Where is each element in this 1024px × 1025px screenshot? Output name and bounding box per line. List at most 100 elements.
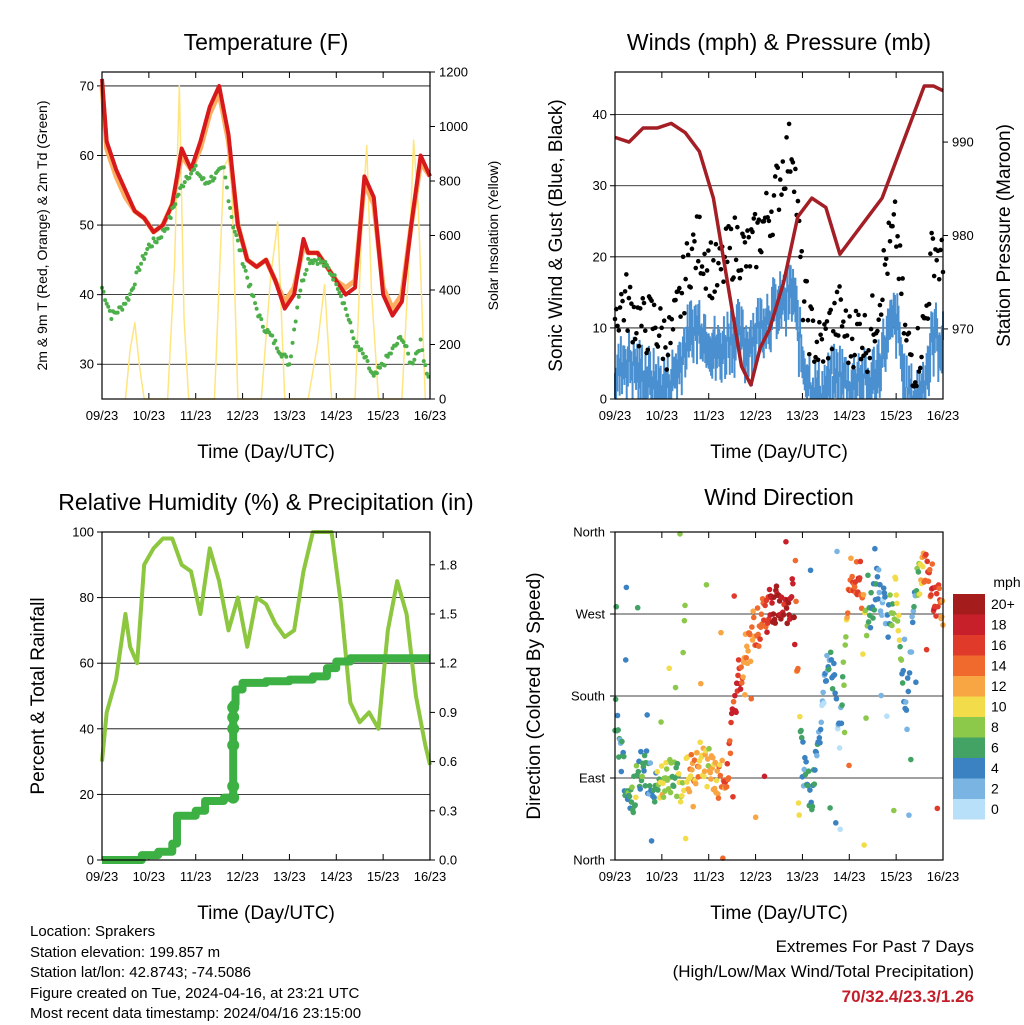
- gust-point: [664, 367, 670, 372]
- direction-point: [896, 612, 902, 619]
- y2-tick-label: 600: [439, 228, 461, 243]
- station-info: Location: Sprakers Station elevation: 19…: [30, 922, 361, 1025]
- gust-point: [853, 308, 859, 314]
- gust-point: [828, 307, 834, 313]
- gust-point: [857, 321, 863, 327]
- legend-label: 12: [991, 678, 1007, 694]
- legend-swatch: [953, 696, 985, 717]
- direction-point: [878, 692, 884, 699]
- direction-point: [831, 660, 837, 667]
- dewpoint-point: [145, 246, 150, 251]
- gust-point: [875, 328, 880, 334]
- x-tick-label: 10/23: [646, 869, 679, 884]
- gust-point: [900, 276, 905, 281]
- y2-tick-label: 0.6: [439, 754, 457, 769]
- direction-point: [876, 589, 883, 596]
- direction-point: [719, 757, 726, 764]
- gust-point: [678, 314, 683, 319]
- dewpoint-point: [315, 261, 320, 266]
- extremes-title: Extremes For Past 7 Days: [775, 937, 974, 956]
- dewpoint-point: [232, 229, 237, 234]
- gust-point: [882, 262, 888, 267]
- direction-point: [730, 793, 736, 800]
- dewpoint-point: [321, 263, 326, 268]
- direction-point: [911, 603, 917, 610]
- direction-point: [670, 783, 677, 790]
- direction-point: [848, 555, 854, 562]
- y-tick-label: 30: [593, 178, 607, 193]
- gust-point: [699, 264, 705, 269]
- dewpoint-point: [365, 358, 370, 363]
- gust-point: [625, 328, 630, 333]
- y2-tick-label: 0.9: [439, 705, 457, 720]
- gust-point: [806, 351, 812, 357]
- direction-point: [817, 739, 823, 746]
- gust-point: [701, 271, 706, 277]
- direction-point: [875, 596, 881, 602]
- y2-tick-label: 400: [439, 283, 461, 298]
- dewpoint-point: [382, 363, 387, 368]
- direction-point: [928, 592, 934, 598]
- x-tick-label: 12/23: [739, 869, 772, 884]
- y-axis-label: Sonic Wind & Gust (Blue, Black): [546, 99, 567, 371]
- direction-point: [929, 561, 936, 567]
- direction-point: [680, 787, 687, 794]
- direction-point: [628, 799, 635, 805]
- direction-point: [832, 690, 838, 696]
- direction-point: [800, 739, 806, 745]
- dewpoint-point: [304, 267, 309, 272]
- direction-point: [674, 793, 680, 800]
- y-tick-label: West: [576, 607, 606, 622]
- gust-point: [890, 223, 895, 229]
- dewpoint-point: [338, 294, 343, 299]
- dewpoint-point: [398, 334, 403, 339]
- gust-point: [904, 338, 909, 343]
- direction-point: [750, 614, 757, 621]
- legend-label: 18: [991, 617, 1007, 633]
- dewpoint-point: [193, 163, 198, 168]
- direction-point: [833, 695, 840, 702]
- humidity-precip-chart: Relative Humidity (%) & Precipitation (i…: [28, 489, 474, 924]
- y-tick-label: 40: [80, 287, 94, 302]
- direction-point: [619, 738, 625, 745]
- direction-point: [764, 620, 771, 626]
- dewpoint-point: [342, 301, 347, 306]
- direction-point: [648, 838, 655, 844]
- direction-point: [723, 783, 730, 790]
- gust-point: [622, 289, 628, 294]
- dewpoint-point: [223, 175, 228, 180]
- direction-point: [679, 780, 686, 786]
- direction-point: [727, 750, 734, 757]
- gust-point: [761, 219, 767, 224]
- x-tick-label: 11/23: [180, 869, 212, 884]
- direction-point: [633, 762, 640, 769]
- direction-point: [731, 593, 738, 599]
- y2-tick-label: 980: [952, 228, 974, 243]
- dewpoint-point: [274, 346, 279, 351]
- dewpoint-point: [360, 351, 365, 356]
- y-tick-label: 70: [80, 78, 94, 93]
- x-tick-label: 11/23: [180, 408, 212, 423]
- direction-point: [614, 712, 621, 719]
- gust-point: [731, 275, 736, 280]
- gust-point: [788, 169, 793, 174]
- legend-swatch: [953, 778, 985, 799]
- direction-point: [832, 820, 839, 826]
- direction-point: [863, 715, 869, 721]
- dewpoint-point: [371, 373, 376, 378]
- gust-point: [814, 339, 820, 345]
- legend-label: 16: [991, 637, 1007, 653]
- gust-point: [925, 316, 931, 321]
- direction-point: [884, 713, 890, 719]
- direction-point: [849, 573, 855, 580]
- direction-point: [629, 784, 635, 791]
- direction-point: [909, 619, 916, 626]
- dewpoint-point: [123, 301, 128, 306]
- gust-point: [868, 326, 874, 332]
- station-elevation: Station elevation: 199.857 m: [30, 943, 221, 961]
- gust-point: [639, 323, 644, 329]
- direction-point: [933, 613, 939, 619]
- y-tick-label: 20: [80, 787, 94, 802]
- direction-point: [725, 775, 732, 781]
- dewpoint-point: [423, 363, 428, 368]
